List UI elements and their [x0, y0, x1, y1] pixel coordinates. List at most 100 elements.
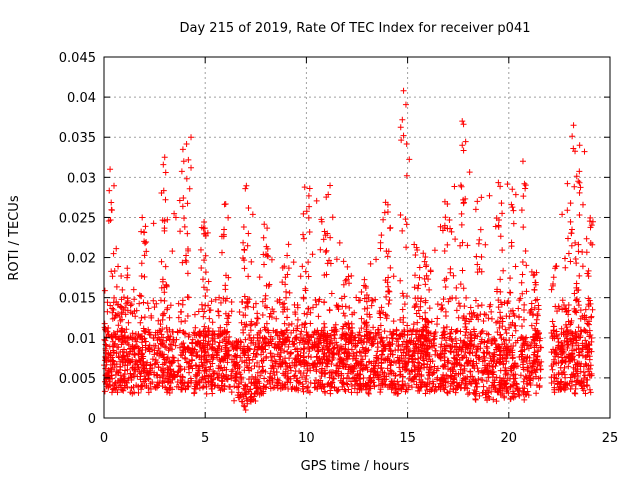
- data-point: [430, 381, 437, 388]
- data-point: [267, 336, 274, 343]
- y-tick-label: 0.03: [67, 171, 96, 186]
- data-point: [300, 294, 307, 301]
- data-point: [526, 354, 533, 361]
- data-point: [107, 302, 114, 309]
- data-point: [142, 342, 149, 349]
- data-point: [321, 299, 328, 306]
- data-point: [222, 286, 229, 293]
- data-point: [216, 356, 223, 363]
- data-point: [452, 389, 459, 396]
- data-point: [120, 352, 127, 359]
- data-point: [572, 239, 579, 246]
- data-point: [248, 365, 255, 372]
- data-point: [297, 337, 304, 344]
- data-point: [297, 331, 304, 338]
- data-point: [518, 323, 525, 330]
- data-point: [110, 306, 117, 313]
- data-point: [222, 310, 229, 317]
- data-point: [422, 297, 429, 304]
- data-point: [282, 274, 289, 281]
- data-point: [317, 359, 324, 366]
- data-point: [193, 353, 200, 360]
- data-point: [356, 386, 363, 393]
- y-tick-label: 0.025: [59, 211, 96, 226]
- data-point: [452, 236, 459, 243]
- data-point: [310, 361, 317, 368]
- data-point: [245, 230, 252, 237]
- data-point: [158, 351, 165, 358]
- data-point: [244, 296, 251, 303]
- data-point: [185, 156, 192, 163]
- data-point: [317, 246, 324, 253]
- data-point: [384, 208, 391, 215]
- data-point: [172, 342, 179, 349]
- data-point: [512, 393, 519, 400]
- data-point: [499, 247, 506, 254]
- data-point: [322, 248, 329, 255]
- data-point: [355, 297, 362, 304]
- data-point: [251, 346, 258, 353]
- data-point: [495, 222, 502, 229]
- data-point: [377, 365, 384, 372]
- data-point: [202, 328, 209, 335]
- data-point: [450, 385, 457, 392]
- data-point: [159, 340, 166, 347]
- data-point: [188, 352, 195, 359]
- data-point: [490, 379, 497, 386]
- data-point: [434, 315, 441, 322]
- data-point: [248, 379, 255, 386]
- data-point: [444, 389, 451, 396]
- data-point: [130, 286, 137, 293]
- data-point: [496, 324, 503, 331]
- data-point: [113, 344, 120, 351]
- data-point: [555, 370, 562, 377]
- data-point: [258, 344, 265, 351]
- data-point: [303, 208, 310, 215]
- data-point: [315, 347, 322, 354]
- data-point: [549, 318, 556, 325]
- data-point: [126, 351, 133, 358]
- data-point: [185, 346, 192, 353]
- data-point: [118, 273, 125, 280]
- data-point: [535, 306, 542, 313]
- data-point: [531, 340, 538, 347]
- data-point: [469, 349, 476, 356]
- data-point: [522, 248, 529, 255]
- data-point: [126, 357, 133, 364]
- data-point: [548, 330, 555, 337]
- data-point: [284, 314, 291, 321]
- data-point: [437, 355, 444, 362]
- data-point: [564, 341, 571, 348]
- data-point: [118, 327, 125, 334]
- data-point: [504, 299, 511, 306]
- y-axis-label: ROTI / TECUs: [7, 195, 22, 280]
- data-point: [438, 341, 445, 348]
- data-point: [124, 362, 131, 369]
- data-point: [209, 385, 216, 392]
- data-point: [257, 372, 264, 379]
- data-point: [210, 354, 217, 361]
- data-point: [244, 343, 251, 350]
- data-point: [422, 281, 429, 288]
- data-point: [426, 366, 433, 373]
- data-point: [554, 308, 561, 315]
- data-point: [483, 311, 490, 318]
- data-point: [138, 353, 145, 360]
- y-tick-label: 0.01: [67, 332, 96, 347]
- data-point: [472, 206, 479, 213]
- data-point: [175, 357, 182, 364]
- data-point: [165, 366, 172, 373]
- data-point: [247, 322, 254, 329]
- data-point: [466, 310, 473, 317]
- data-point: [212, 382, 219, 389]
- data-point: [507, 289, 514, 296]
- data-point: [377, 239, 384, 246]
- data-point: [577, 315, 584, 322]
- data-point: [108, 199, 115, 206]
- data-point: [173, 336, 180, 343]
- data-point: [588, 348, 595, 355]
- data-point: [227, 372, 234, 379]
- data-point: [277, 363, 284, 370]
- data-point: [382, 199, 389, 206]
- data-point: [184, 270, 191, 277]
